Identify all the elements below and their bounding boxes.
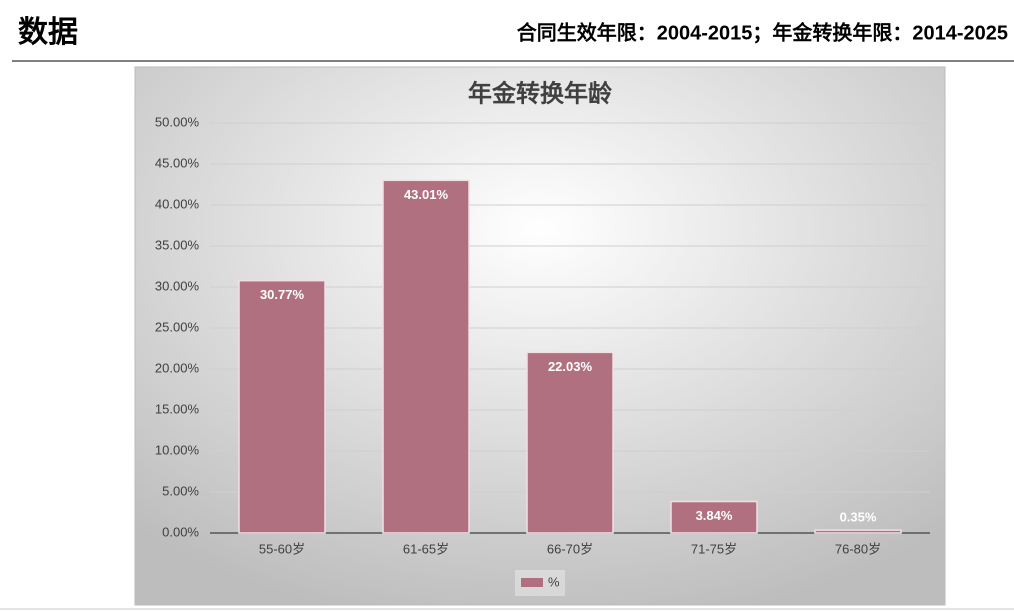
value-label: 22.03% bbox=[548, 359, 593, 374]
y-tick-label: 35.00% bbox=[155, 237, 200, 252]
page-subtitle: 合同生效年限：2004-2015；年金转换年限：2014-2025 bbox=[517, 20, 1008, 44]
y-tick-label: 15.00% bbox=[155, 401, 200, 416]
y-tick-label: 25.00% bbox=[155, 319, 200, 334]
value-label: 43.01% bbox=[404, 187, 449, 202]
chart-title: 年金转换年龄 bbox=[468, 79, 613, 107]
bar bbox=[814, 529, 902, 534]
page-title: 数据 bbox=[18, 16, 78, 49]
bar bbox=[382, 179, 470, 534]
y-tick-label: 50.00% bbox=[155, 114, 200, 129]
bar bbox=[526, 351, 614, 534]
x-tick-label: 76-80岁 bbox=[835, 541, 881, 556]
y-tick-label: 45.00% bbox=[155, 155, 200, 170]
x-tick-label: 71-75岁 bbox=[691, 541, 737, 556]
value-label: 3.84% bbox=[696, 508, 733, 523]
bar bbox=[238, 279, 326, 534]
value-label: 30.77% bbox=[260, 287, 305, 302]
x-tick-label: 61-65岁 bbox=[403, 541, 449, 556]
y-tick-label: 0.00% bbox=[162, 524, 199, 539]
value-label: 0.35% bbox=[840, 510, 877, 525]
y-tick-label: 10.00% bbox=[155, 442, 200, 457]
y-tick-label: 30.00% bbox=[155, 278, 200, 293]
x-tick-label: 66-70岁 bbox=[547, 541, 593, 556]
y-tick-label: 20.00% bbox=[155, 360, 200, 375]
legend-swatch bbox=[521, 578, 543, 587]
y-tick-label: 40.00% bbox=[155, 196, 200, 211]
y-tick-label: 5.00% bbox=[162, 483, 199, 498]
bar bbox=[670, 500, 758, 534]
x-tick-label: 55-60岁 bbox=[259, 541, 305, 556]
legend-label: % bbox=[548, 574, 560, 589]
